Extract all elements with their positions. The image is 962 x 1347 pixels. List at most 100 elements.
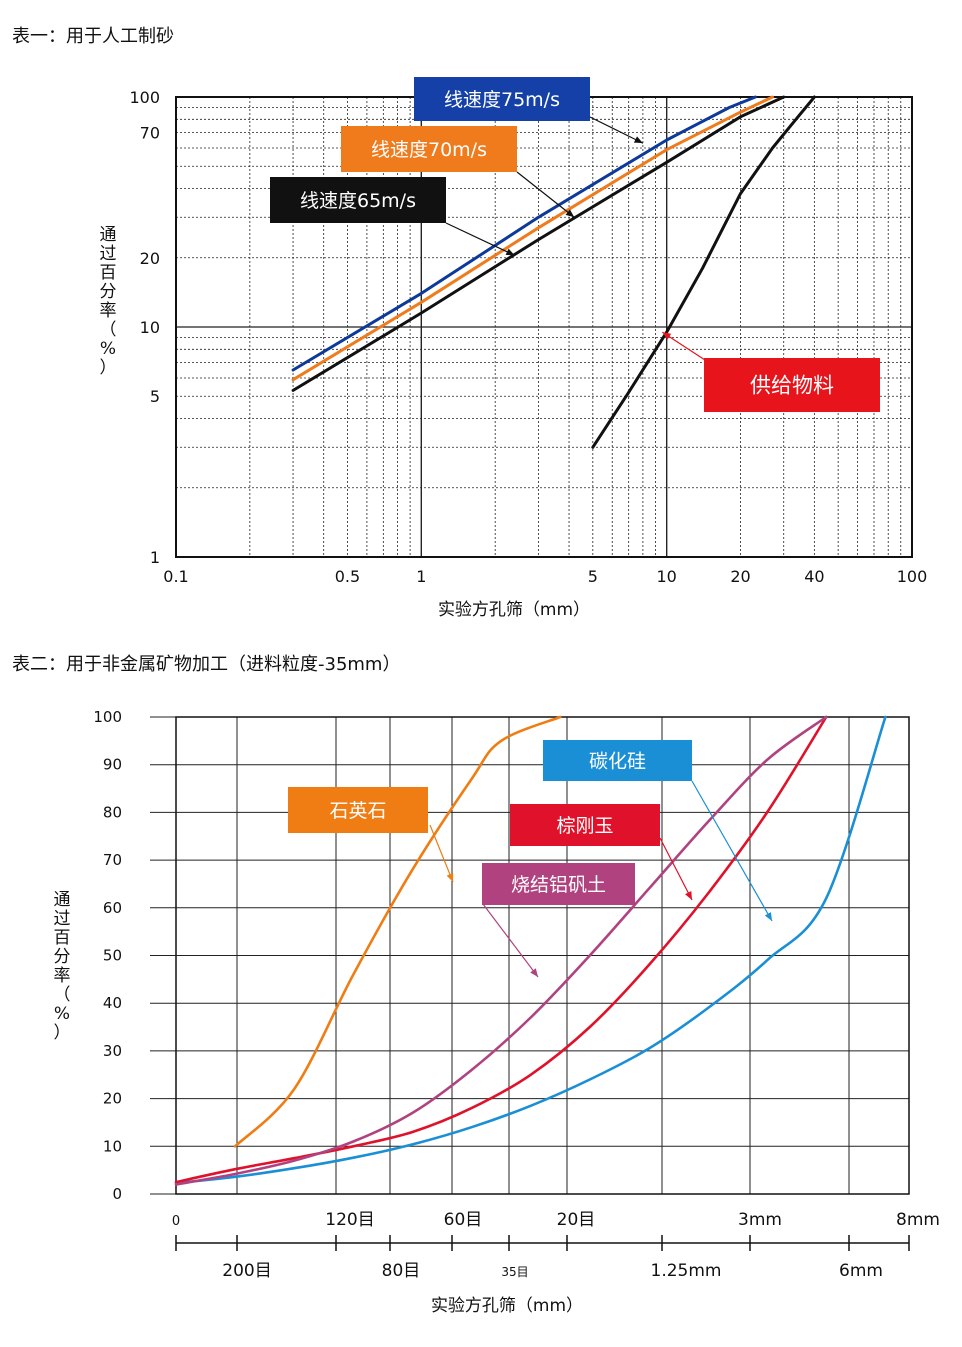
chart1-y-tick-label: 70 [140, 124, 160, 143]
chart1-arrow-70-head [565, 209, 575, 218]
chart1-y-axis-label-char: ） [100, 358, 117, 378]
chart2-y-tick-label: 80 [103, 803, 122, 821]
chart2-x-tick-label-top: 8mm [896, 1210, 940, 1230]
chart1-x-tick-label: 20 [730, 567, 750, 586]
chart2-y-axis-label-char: 分 [54, 947, 71, 967]
chart2-y-tick-label: 50 [103, 947, 122, 965]
chart2-x-tick-label-bottom: 200目 [222, 1261, 271, 1281]
chart2-arrow-corundum [659, 837, 693, 901]
chart2-y-axis-label-char: （ [54, 985, 71, 1005]
chart1-arrow-feed-head [662, 332, 672, 340]
chart1-arrow-feed [661, 331, 706, 361]
chart2-x-tick-label-bottom: 35目 [501, 1265, 528, 1279]
chart1-label-65: 线速度65m/s [270, 177, 446, 223]
chart2-arrow-corundum-head [685, 891, 692, 900]
chart2-label-bauxite: 烧结铝矾土 [482, 863, 635, 905]
chart2-y-axis-label-char: 过 [54, 909, 71, 929]
chart2-x-tick-label-top: 120目 [325, 1210, 374, 1230]
chart2-x-tick-label-top: 0 [172, 1214, 180, 1229]
chart1-y-tick-label: 1 [150, 548, 160, 567]
chart2-y-axis-label-char: ） [54, 1023, 71, 1043]
chart2-label-corundum-text: 棕刚玉 [556, 815, 613, 837]
chart1-series-line-3 [591, 95, 816, 449]
chart2-arrow-sic-head [764, 912, 772, 921]
chart2-x-tick-label-bottom: 6mm [839, 1261, 883, 1281]
chart1-label-75: 线速度75m/s [414, 77, 590, 121]
chart2-y-tick-label: 0 [112, 1185, 122, 1203]
chart1-svg: 0.1 0.5 1 5 10 20 40 100 1 5 10 20 70 100 实验方孔筛（mm） 通过百… [100, 77, 928, 620]
chart2-y-axis-label-char: 率 [54, 966, 71, 986]
chart1-title: 表一：用于人工制砂 [12, 26, 174, 47]
chart1-x-tick-label: 5 [588, 567, 598, 586]
chart1-label-65-box [270, 177, 446, 223]
chart1-label-65-text: 线速度65m/s [300, 190, 416, 212]
chart2-arrow-bauxite [482, 903, 539, 978]
chart1-label-70-text: 线速度70m/s [371, 139, 487, 161]
chart1-y-tick-label: 20 [140, 249, 160, 268]
chart2-y-axis-label-char: 通 [54, 890, 71, 910]
chart1-y-axis-label-char: 通 [100, 225, 117, 245]
chart2-grid [176, 717, 909, 1194]
chart2-label-quartz-box [288, 787, 428, 833]
chart1-label-feed-box [704, 358, 880, 412]
chart1-label-feed: 供给物料 [704, 358, 880, 412]
chart1-x-tick-label: 0.5 [335, 567, 360, 586]
chart1-arrow-75-head [633, 136, 643, 144]
chart2-x-axis-label: 实验方孔筛（mm） [431, 1296, 583, 1316]
chart2-label-sic-text: 碳化硅 [589, 750, 646, 772]
chart1-label-70-box [341, 126, 517, 172]
chart2-y-tick-label: 90 [103, 756, 122, 774]
chart2-x-tick-label-bottom: 1.25mm [651, 1261, 722, 1281]
chart2-arrow-bauxite-head [530, 968, 538, 977]
chart2-y-axis-label-char: % [54, 1004, 70, 1024]
chart2-series-line-0 [233, 715, 562, 1148]
chart2-y-tick-label: 60 [103, 899, 122, 917]
chart2-frame [175, 716, 910, 1195]
chart2-x-tick-label-top: 3mm [738, 1210, 782, 1230]
chart1-y-tick-label: 100 [129, 88, 160, 107]
chart1-y-axis-label-char: 分 [100, 282, 117, 302]
chart2-label-quartz: 石英石 [288, 787, 428, 833]
chart2-y-tick-label: 20 [103, 1090, 122, 1108]
chart2-series-line-2 [174, 715, 828, 1184]
chart1-x-tick-label: 0.1 [163, 567, 188, 586]
chart2-x-tick-label-top: 20目 [557, 1210, 596, 1230]
chart1-y-axis-label-char: 百 [100, 263, 117, 283]
chart1-label-75-box [414, 77, 590, 121]
chart1-series-line-2 [291, 95, 786, 392]
chart1-label-75-text: 线速度75m/s [444, 89, 560, 111]
chart1-arrow-65 [445, 222, 515, 256]
chart1-x-tick-label: 100 [897, 567, 928, 586]
chart1-y-axis-label-char: 过 [100, 244, 117, 264]
chart2-label-bauxite-box [482, 863, 635, 905]
chart2-arrow-sic [691, 780, 773, 922]
chart2-series-line-3 [174, 715, 828, 1186]
chart1-y-tick-label: 5 [150, 387, 160, 406]
chart2-label-corundum-box [510, 804, 660, 846]
chart1-label-feed-text: 供给物料 [750, 374, 834, 398]
chart2-title: 表二：用于非金属矿物加工（进料粒度-35mm） [12, 654, 401, 675]
chart1-y-axis-label-char: （ [100, 320, 117, 340]
chart2-label-sic: 碳化硅 [543, 740, 692, 781]
chart1-y-axis-label-char: % [100, 339, 116, 359]
chart1-y-tick-label: 10 [140, 318, 160, 337]
chart2-y-tick-label: 30 [103, 1042, 122, 1060]
chart2-series-line-1 [174, 715, 887, 1185]
chart1-x-tick-label: 40 [804, 567, 824, 586]
chart1-series-line-1 [291, 95, 774, 382]
chart1-arrow-65-head [505, 248, 515, 256]
chart2-label-quartz-text: 石英石 [329, 800, 386, 822]
chart1-arrow-70 [516, 171, 575, 218]
chart2-y-axis-label-char: 百 [54, 928, 71, 948]
chart1-series-line-0 [291, 95, 757, 372]
chart1-label-70: 线速度70m/s [341, 126, 517, 172]
chart2-label-bauxite-text: 烧结铝矾土 [511, 874, 606, 896]
chart2-arrow-quartz-head [446, 873, 454, 882]
chart1-x-axis-label: 实验方孔筛（mm） [438, 600, 590, 620]
chart2-y-tick-label: 10 [103, 1137, 122, 1155]
chart2-label-corundum: 棕刚玉 [510, 804, 660, 846]
chart2-y-tick-label: 70 [103, 851, 122, 869]
chart2-x-tick-label-bottom: 80目 [382, 1261, 421, 1281]
chart1-x-tick-label: 10 [656, 567, 676, 586]
